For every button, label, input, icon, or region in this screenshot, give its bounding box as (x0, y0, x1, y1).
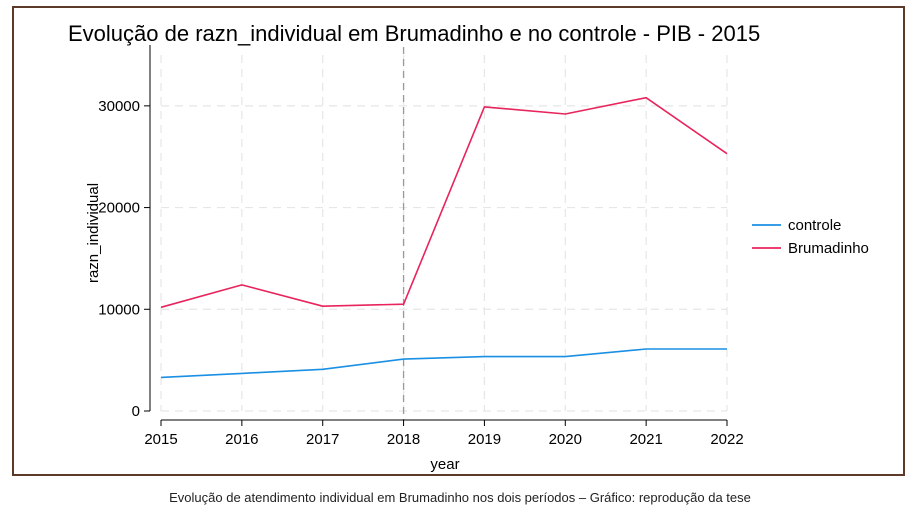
series-line-controle (160, 348, 727, 379)
x-axis-label: year (430, 456, 459, 473)
series-group (160, 96, 728, 379)
y-tick-label: 30000 (98, 98, 140, 115)
x-tick-label: 2017 (306, 431, 339, 448)
series-line-brumadinho (160, 96, 728, 309)
chart-title: Evolução de razn_individual em Brumadinh… (68, 21, 760, 46)
x-tick-label: 2021 (629, 431, 662, 448)
x-tick-label: 2022 (710, 431, 743, 448)
legend: controle Brumadinho (752, 217, 869, 257)
legend-label-brumadinho: Brumadinho (788, 240, 869, 257)
x-tick-label: 2015 (144, 431, 177, 448)
x-tick-label: 2018 (387, 431, 420, 448)
y-tick-label: 0 (132, 403, 140, 420)
x-tick-label: 2016 (225, 431, 258, 448)
x-tick-label: 2020 (549, 431, 582, 448)
legend-label-controle: controle (788, 217, 841, 234)
y-tick-label: 10000 (98, 301, 140, 318)
y-axis-label: razn_individual (85, 183, 102, 283)
grid (160, 55, 728, 412)
line-chart: Evolução de razn_individual em Brumadinh… (68, 21, 869, 473)
figure-caption: Evolução de atendimento individual em Br… (169, 490, 751, 505)
x-tick-label: 2019 (468, 431, 501, 448)
axes: 0 10000 20000 30000 2015 2016 2017 2018 2019 2020… (98, 45, 744, 448)
y-tick-label: 20000 (98, 200, 140, 217)
